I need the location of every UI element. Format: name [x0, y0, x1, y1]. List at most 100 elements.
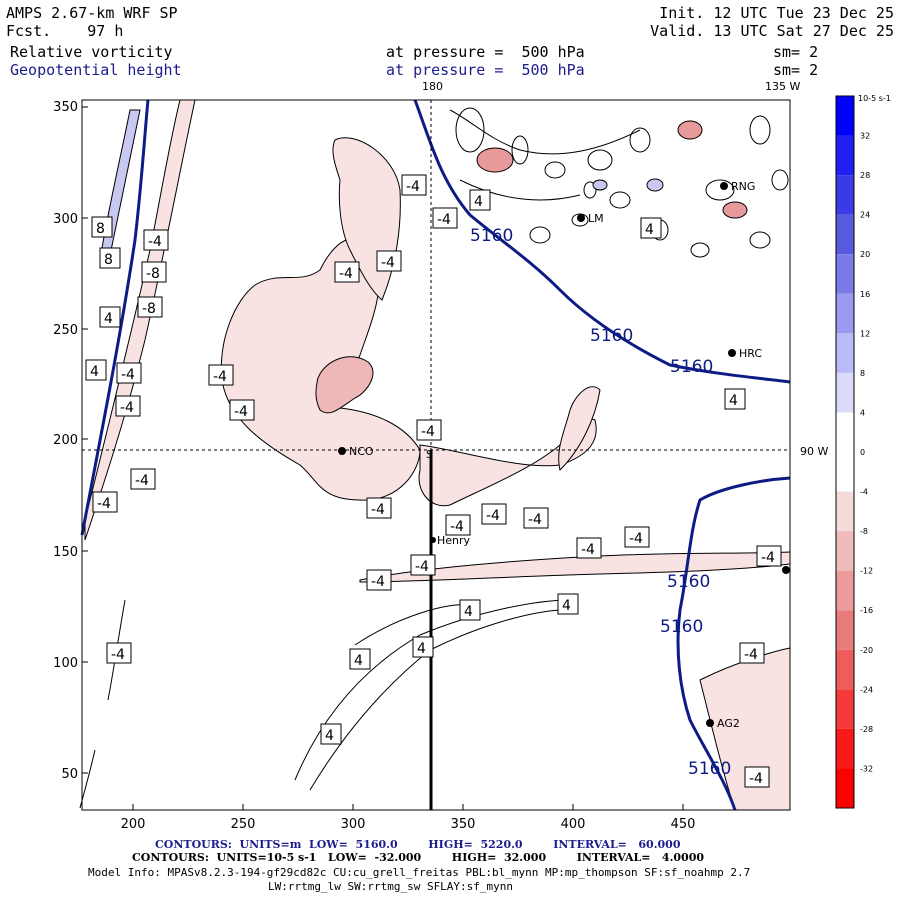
footer-model-info: Model Info: MPASv8.2.3-194-gf29cd82c CU:…	[88, 866, 751, 879]
x-axis-ticks: 200 250 300 350 400 450	[121, 817, 696, 832]
svg-text:-4: -4	[629, 531, 643, 547]
svg-text:4: 4	[90, 364, 99, 380]
svg-text:4: 4	[474, 194, 483, 210]
colorbar-tick-label: -24	[860, 685, 873, 694]
colorbar-swatch	[836, 214, 854, 255]
svg-text:350: 350	[451, 817, 476, 832]
svg-text:-4: -4	[120, 400, 134, 416]
height-label: 5160	[590, 326, 633, 346]
svg-text:-4: -4	[121, 367, 135, 383]
svg-text:250: 250	[53, 323, 78, 338]
height-contour-labels: 5160 5160 5160 5160 5160 5160	[470, 226, 731, 779]
height-contour-north	[413, 99, 791, 384]
svg-text:-4: -4	[148, 234, 162, 250]
svg-text:-4: -4	[339, 266, 353, 282]
svg-text:300: 300	[341, 817, 366, 832]
vort-label: -4	[401, 174, 427, 196]
station-marker-east	[782, 566, 790, 574]
svg-text:250: 250	[231, 817, 256, 832]
colorbar-swatch	[836, 333, 854, 373]
colorbar-swatch	[836, 254, 854, 294]
colorbar-tick-label: -28	[860, 725, 873, 734]
vorticity-tongue-east	[558, 386, 601, 471]
forecast-hours: 97 h	[87, 22, 124, 40]
vort-label: -4	[416, 419, 442, 441]
footer-contours-vorticity: CONTOURS: UNITS=10-5 s-1 LOW= -32.000 HI…	[132, 851, 705, 864]
colorbar-tick-label: 16	[860, 290, 870, 299]
svg-text:-4: -4	[749, 771, 763, 787]
footer-model-physics: LW:rrtmg_lw SW:rrtmg_sw SFLAY:sf_mynn	[268, 880, 514, 893]
vort-label: -4	[739, 642, 765, 664]
field1-smoothing: sm= 2	[773, 43, 819, 61]
svg-text:-4: -4	[415, 559, 429, 575]
vort-label: 4	[724, 388, 746, 410]
vort-label: -4	[130, 468, 156, 490]
station-marker-lm	[577, 214, 585, 222]
vort-label: -4	[143, 229, 169, 251]
vort-label: -4	[523, 507, 549, 529]
colorbar-tick-label: 24	[860, 211, 870, 220]
vort-label: -4	[432, 207, 458, 229]
svg-text:-4: -4	[371, 574, 385, 590]
vort-label: -4	[116, 362, 142, 384]
vorticity-noise-cluster	[449, 107, 789, 258]
vort-label: 4	[320, 723, 342, 745]
colorbar: 32 28 24 20 16 12 8 4 0 -4 -8 -12 -16 -20 -24 -28 -32	[835, 95, 873, 809]
svg-text:-4: -4	[761, 550, 775, 566]
colorbar-unit: 10-5 s-1	[858, 94, 891, 103]
colorbar-tick-label: 12	[860, 329, 870, 338]
footer-contours-height: CONTOURS: UNITS=m LOW= 5160.0 HIGH= 5220…	[155, 838, 681, 851]
svg-text:-4: -4	[135, 473, 149, 489]
vort-label: -4	[92, 491, 118, 513]
vort-label: -4	[229, 399, 255, 421]
vort-label: -4	[756, 545, 782, 567]
vort-label: -4	[115, 395, 141, 417]
svg-text:4: 4	[562, 598, 571, 614]
svg-text:-4: -4	[234, 404, 248, 420]
svg-text:-4: -4	[486, 508, 500, 524]
colorbar-tick-label: -8	[860, 527, 868, 536]
vort-label: -4	[376, 250, 402, 272]
vort-label: -4	[334, 261, 360, 283]
vort-label: -4	[410, 554, 436, 576]
station-label-rng: RNG	[731, 180, 755, 193]
svg-text:-4: -4	[528, 512, 542, 528]
height-contours	[80, 99, 791, 811]
svg-text:200: 200	[53, 433, 78, 448]
svg-text:-4: -4	[371, 502, 385, 518]
colorbar-swatch	[836, 293, 854, 334]
svg-text:-8: -8	[146, 266, 160, 282]
colorbar-tick-label: -16	[860, 606, 873, 615]
init-time: Init. 12 UTC Tue 23 Dec 25	[659, 4, 894, 22]
colorbar-swatch	[836, 175, 854, 215]
colorbar-tick-label: 0	[860, 448, 865, 457]
colorbar-swatch	[836, 96, 854, 136]
colorbar-swatch	[836, 570, 854, 611]
colorbar-swatch	[836, 491, 854, 532]
field2-smoothing: sm= 2	[773, 61, 819, 79]
svg-text:200: 200	[121, 817, 146, 832]
svg-text:150: 150	[53, 545, 78, 560]
svg-text:-4: -4	[381, 255, 395, 271]
svg-text:4: 4	[417, 641, 426, 657]
field2-name: Geopotential height	[10, 61, 182, 79]
lon-label-90w: 90 W	[800, 445, 828, 458]
vort-label: -4	[366, 569, 392, 591]
station-label-henry: Henry	[437, 534, 471, 547]
vort-label: -8	[137, 296, 163, 318]
colorbar-tick-label: -32	[860, 764, 873, 773]
lon-label-135w: 135 W	[765, 80, 800, 93]
colorbar-tick-label: -12	[860, 567, 873, 576]
svg-text:50: 50	[61, 767, 78, 782]
positive-contours	[79, 599, 571, 809]
svg-text:4: 4	[354, 653, 363, 669]
colorbar-tick-label: -20	[860, 646, 873, 655]
svg-text:-4: -4	[581, 542, 595, 558]
vort-label: 8	[91, 216, 113, 238]
vort-label: 4	[85, 359, 107, 381]
colorbar-swatch	[836, 531, 854, 571]
height-contour-west	[80, 99, 150, 536]
height-label: 5160	[670, 357, 713, 377]
height-contour-southeast	[676, 476, 791, 811]
vort-label: -8	[141, 261, 167, 283]
